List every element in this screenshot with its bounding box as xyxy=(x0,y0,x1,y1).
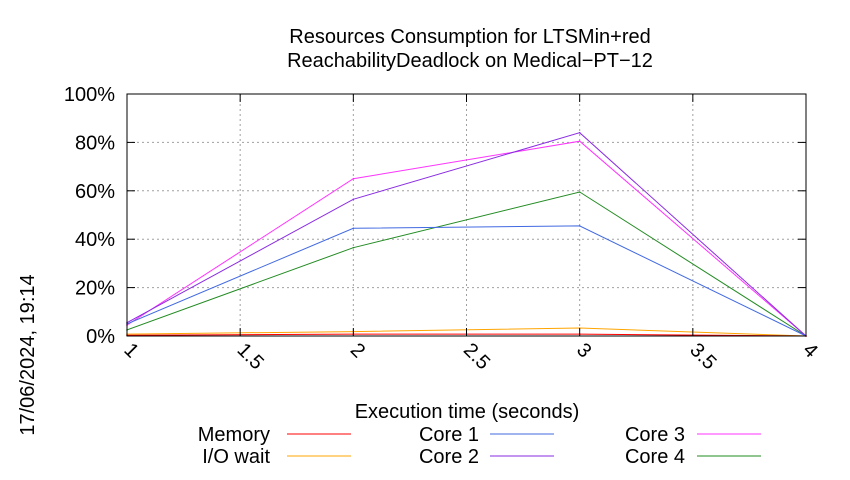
data-point-core-2 xyxy=(352,198,355,201)
x-axis-label: Execution time (seconds) xyxy=(355,401,580,423)
y-tick-label: 40% xyxy=(75,229,115,251)
series-line-core-2 xyxy=(126,132,807,337)
legend-label-i-o-wait: I/O wait xyxy=(202,446,270,468)
legend-label-core-2: Core 2 xyxy=(419,446,479,468)
chart-title-line-2: ReachabilityDeadlock on Medical−PT−12 xyxy=(287,50,653,72)
y-tick-label: 80% xyxy=(75,132,115,154)
series-line-core-3 xyxy=(126,140,807,337)
data-point-core-4 xyxy=(578,191,581,193)
data-point-core-1 xyxy=(578,225,581,227)
y-tick-label: 100% xyxy=(64,84,115,106)
y-tick-label: 60% xyxy=(75,181,115,203)
data-point-core-3 xyxy=(352,177,355,180)
timestamp-label: 17/06/2024, 19:14 xyxy=(17,274,39,435)
legend-label-core-3: Core 3 xyxy=(625,424,685,446)
y-tick-label: 0% xyxy=(86,326,115,348)
y-tick-label: 20% xyxy=(75,278,115,300)
chart-title-line-1: Resources Consumption for LTSMin+red xyxy=(289,26,650,48)
series-line-core-1 xyxy=(126,225,807,337)
legend-label-core-1: Core 1 xyxy=(419,424,479,446)
data-point-core-3 xyxy=(578,140,581,142)
series-line-core-4 xyxy=(126,191,807,337)
legend-label-memory: Memory xyxy=(198,424,270,446)
legend-label-core-4: Core 4 xyxy=(625,446,685,468)
data-point-core-1 xyxy=(352,227,355,230)
data-point-core-2 xyxy=(578,131,581,134)
data-point-core-4 xyxy=(352,246,355,249)
